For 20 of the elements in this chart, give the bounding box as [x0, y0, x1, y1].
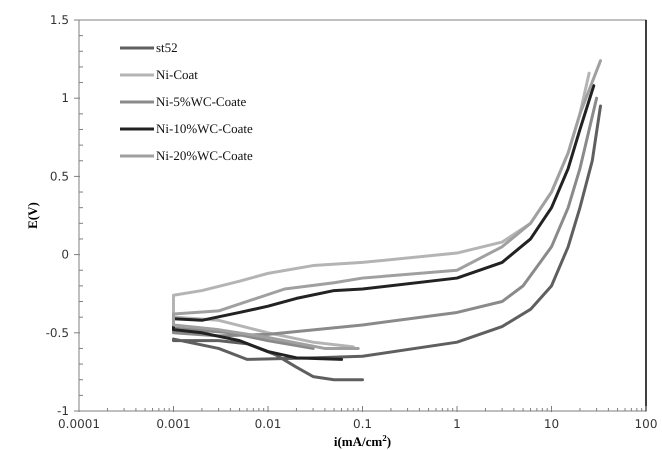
- y-tick-label: -0.5: [46, 326, 69, 340]
- x-tick-label: 0.001: [156, 417, 191, 431]
- y-tick-label: 0.5: [50, 169, 69, 184]
- legend-label: Ni-10%WC-Coate: [156, 121, 253, 136]
- x-tick-label: 100: [634, 417, 658, 431]
- x-axis-title: i(mA/cm$^{2}$): [334, 433, 392, 449]
- legend-label: Ni-20%WC-Coate: [156, 148, 253, 163]
- y-tick-label: 1.5: [50, 13, 69, 27]
- y-tick-label: -1: [57, 404, 69, 418]
- y-tick-label: 0: [61, 248, 69, 262]
- x-tick-label: 1: [453, 417, 461, 431]
- legend-label: st52: [156, 40, 178, 55]
- y-axis-title: E(V): [25, 202, 40, 229]
- x-tick-label: 10: [544, 417, 560, 431]
- x-tick-label: 0.1: [352, 417, 372, 431]
- y-tick-label: 1: [61, 91, 69, 106]
- x-tick-label: 0.01: [254, 417, 282, 431]
- x-tick-label: 0.0001: [58, 417, 100, 431]
- legend-label: Ni-Coat: [156, 67, 198, 82]
- legend-label: Ni-5%WC-Coate: [156, 94, 246, 109]
